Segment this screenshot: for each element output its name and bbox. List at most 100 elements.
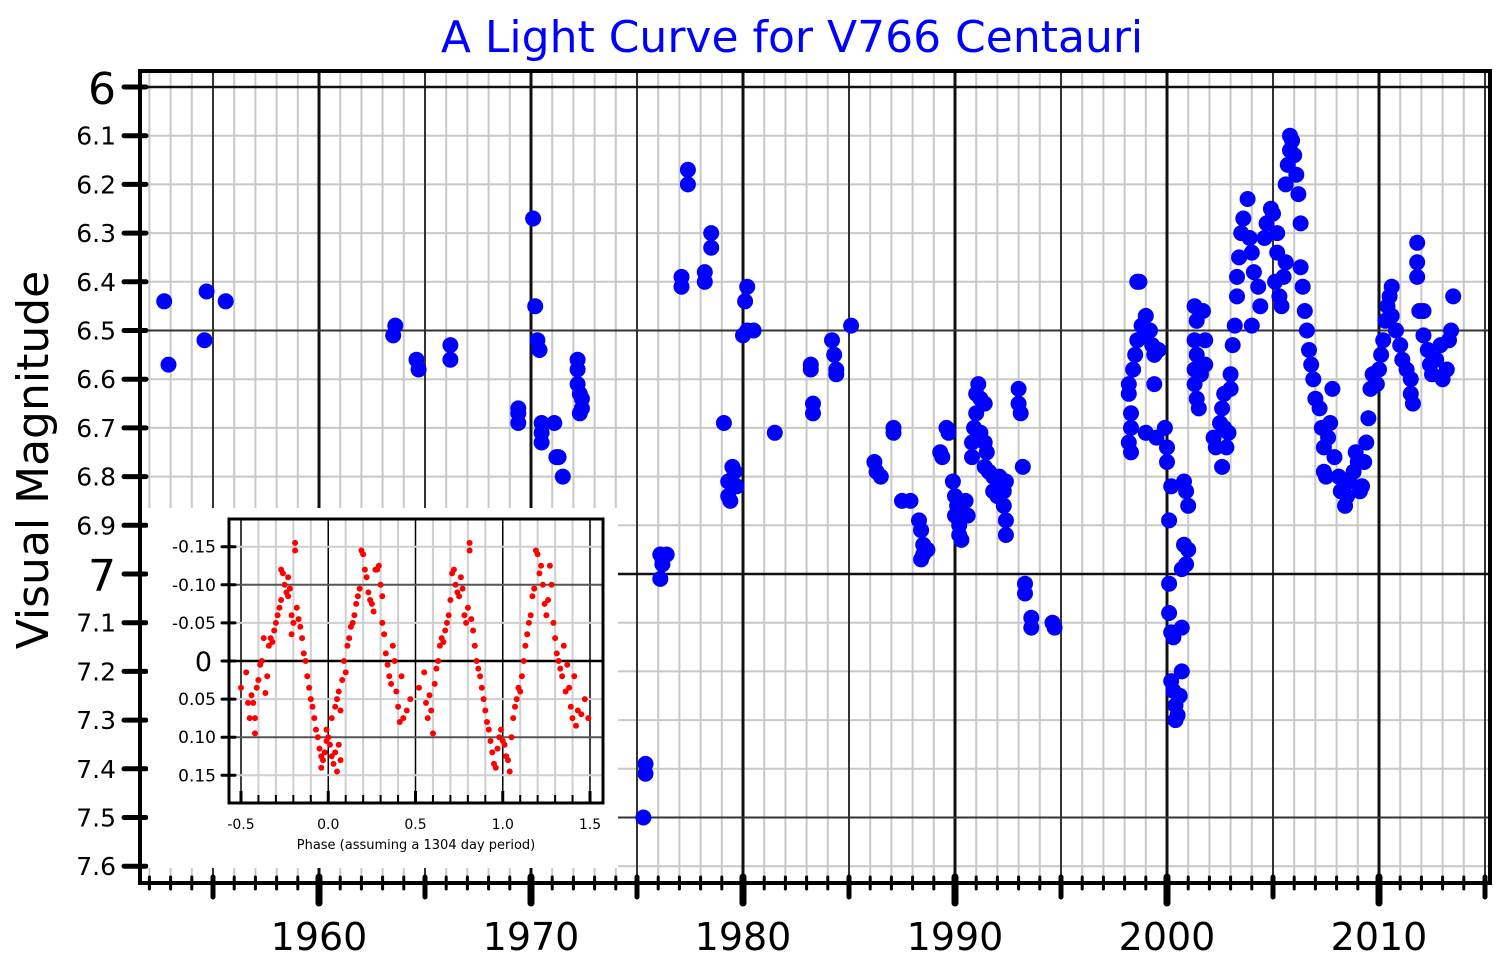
inset-data-point xyxy=(400,715,407,722)
inset-y-tick-label: 0.05 xyxy=(178,690,216,710)
inset-data-point xyxy=(351,612,358,619)
data-point xyxy=(824,332,840,349)
data-point xyxy=(997,527,1014,543)
inset-data-point xyxy=(278,597,285,603)
inset-data-point xyxy=(281,581,288,588)
data-point xyxy=(1373,346,1390,363)
data-point xyxy=(1324,380,1341,397)
inset-data-point xyxy=(543,612,550,619)
inset-data-point xyxy=(461,612,468,619)
y-tick-label: 7 xyxy=(88,551,116,602)
data-point xyxy=(1195,303,1211,319)
inset-data-point xyxy=(416,684,422,691)
inset-data-point xyxy=(428,707,435,714)
inset-data-point xyxy=(325,734,332,741)
inset-x-tick-label: -0.5 xyxy=(227,817,254,833)
inset-data-point xyxy=(337,757,344,764)
data-point xyxy=(1243,317,1260,334)
inset-data-point xyxy=(492,764,499,771)
inset-data-point xyxy=(377,581,384,588)
data-point xyxy=(1171,687,1188,704)
data-point xyxy=(1296,303,1313,319)
data-point xyxy=(1173,619,1190,636)
data-point xyxy=(1388,322,1404,339)
data-point xyxy=(1368,376,1385,393)
data-point xyxy=(1231,249,1248,266)
inset-data-point xyxy=(531,585,538,592)
inset-data-point xyxy=(550,619,557,626)
inset-data-point xyxy=(246,715,253,722)
inset-data-point xyxy=(255,677,262,683)
inset-data-point xyxy=(342,669,349,676)
data-point xyxy=(1415,327,1432,344)
data-point xyxy=(510,415,527,431)
inset-data-point xyxy=(442,627,449,634)
data-point xyxy=(1161,605,1178,621)
data-point xyxy=(1012,405,1029,422)
data-point xyxy=(957,492,974,509)
inset-data-point xyxy=(552,635,559,642)
inset-data-point xyxy=(361,566,368,573)
data-point xyxy=(1222,380,1239,397)
data-point xyxy=(970,376,987,393)
data-point xyxy=(1235,210,1252,227)
inset-data-point xyxy=(456,593,463,600)
data-point xyxy=(442,351,459,368)
inset-data-point xyxy=(252,715,258,722)
inset-data-point xyxy=(253,684,260,691)
data-point xyxy=(696,273,713,290)
inset-data-point xyxy=(316,745,323,752)
inset-data-point xyxy=(407,696,414,703)
data-point xyxy=(410,361,427,378)
chart-title: A Light Curve for V766 Centauri xyxy=(441,12,1143,63)
x-tick-label: 1960 xyxy=(271,915,368,959)
inset-data-point xyxy=(297,623,304,630)
inset-data-point xyxy=(518,673,525,680)
data-point xyxy=(703,225,720,242)
data-point xyxy=(1301,342,1317,358)
inset-data-point xyxy=(494,745,501,752)
inset-data-point xyxy=(466,547,473,554)
data-point xyxy=(1409,254,1426,271)
inset-data-point xyxy=(536,570,543,577)
data-point xyxy=(1292,259,1309,276)
y-tick-label: 6.9 xyxy=(76,511,116,540)
inset-data-point xyxy=(311,715,318,722)
data-point xyxy=(442,337,459,354)
data-point xyxy=(1156,419,1173,436)
data-point xyxy=(1161,512,1178,529)
inset-data-point xyxy=(339,677,346,683)
inset-data-point xyxy=(354,593,361,600)
inset-data-point xyxy=(478,684,485,691)
inset-data-point xyxy=(463,619,470,626)
inset-data-point xyxy=(318,764,325,771)
data-point xyxy=(902,492,919,509)
data-point xyxy=(737,293,754,310)
data-point xyxy=(1250,278,1267,295)
inset-data-point xyxy=(496,734,503,741)
inset-data-point xyxy=(508,734,515,741)
inset-data-point xyxy=(276,604,283,611)
data-point xyxy=(533,434,550,451)
data-point xyxy=(1428,351,1445,368)
data-point xyxy=(1356,454,1373,470)
data-point xyxy=(1269,225,1286,242)
inset-data-point xyxy=(545,597,552,603)
inset-data-point xyxy=(560,642,567,649)
data-point xyxy=(1159,454,1175,470)
data-point xyxy=(1290,186,1307,203)
data-point xyxy=(953,531,970,548)
inset-y-tick-label: -0.15 xyxy=(172,538,216,558)
data-point xyxy=(1023,619,1040,636)
data-point xyxy=(679,161,696,178)
inset-data-point xyxy=(292,547,299,554)
data-point xyxy=(1265,205,1281,222)
inset-x-tick-label: 0.5 xyxy=(404,817,426,833)
data-point xyxy=(1241,230,1258,246)
inset-data-point xyxy=(501,741,508,748)
inset-data-point xyxy=(459,585,466,592)
inset-data-point xyxy=(334,768,340,775)
inset-data-point xyxy=(250,699,257,706)
inset-data-point xyxy=(539,581,546,588)
